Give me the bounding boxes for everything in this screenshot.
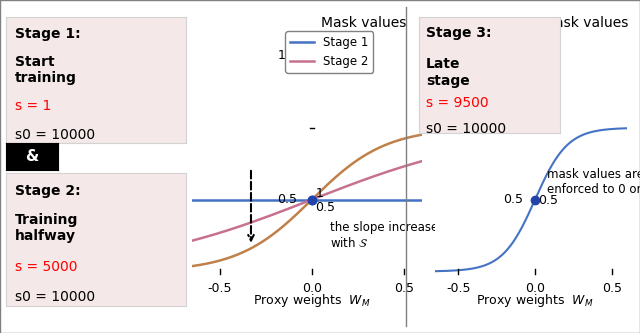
Stage 1 [212,198,220,202]
Text: 1.5: 1.5 [277,49,297,62]
Text: 0.5: 0.5 [503,193,523,206]
Text: Proxy weights  $W_M$: Proxy weights $W_M$ [476,292,594,309]
Text: s0 = 10000: s0 = 10000 [15,128,95,142]
Text: Mask values: Mask values [321,16,406,30]
Text: &: & [26,149,38,164]
Text: Stage 2:: Stage 2: [15,184,81,198]
Stage 2 [368,175,376,179]
Text: 0.5: 0.5 [602,281,622,295]
Text: 0.5: 0.5 [394,281,414,295]
Text: 0.5: 0.5 [277,193,297,206]
Stage 2 [282,208,289,212]
Text: Mask values: Mask values [543,16,628,30]
Text: 0.0: 0.0 [302,281,322,295]
Text: s = 1: s = 1 [15,99,52,113]
Text: Stage 1:: Stage 1: [15,27,81,41]
Stage 1 [372,197,380,201]
Stage 1 [188,198,196,202]
Stage 2 [188,239,196,243]
Text: s = 5000: s = 5000 [15,260,78,274]
Text: mask values are
enforced to 0 or 1: mask values are enforced to 0 or 1 [547,168,640,196]
Text: 0.0: 0.0 [525,281,545,295]
Legend: Stage 1, Stage 2: Stage 1, Stage 2 [285,31,373,73]
Text: -0.5: -0.5 [446,281,470,295]
Text: the slope increases
with $\mathcal{S}$: the slope increases with $\mathcal{S}$ [330,221,445,250]
Text: Late
stage: Late stage [426,57,470,88]
Text: 1: 1 [538,114,546,127]
Text: Start
training: Start training [15,55,77,85]
Text: -0.5: -0.5 [207,281,232,295]
Text: 1.5: 1.5 [503,49,523,62]
Line: Stage 2: Stage 2 [192,161,422,241]
Text: s0 = 10000: s0 = 10000 [426,122,506,136]
Stage 2 [346,183,354,187]
Text: s0 = 10000: s0 = 10000 [15,290,95,304]
Stage 2 [372,173,380,177]
Stage 1 [282,197,289,201]
Text: 0.5: 0.5 [316,201,335,214]
Text: 0.5: 0.5 [538,194,558,207]
Stage 2 [290,205,298,209]
Stage 1 [290,197,298,201]
Text: Stage 3:: Stage 3: [426,26,492,40]
Text: Training
halfway: Training halfway [15,213,79,243]
Stage 2 [212,232,220,236]
Stage 1 [346,197,354,201]
Stage 2 [419,159,426,163]
Text: Proxy weights  $W_M$: Proxy weights $W_M$ [253,292,371,309]
Text: 1: 1 [316,187,323,200]
Stage 1 [419,197,426,201]
Stage 1 [368,197,376,201]
Text: s = 9500: s = 9500 [426,96,489,110]
